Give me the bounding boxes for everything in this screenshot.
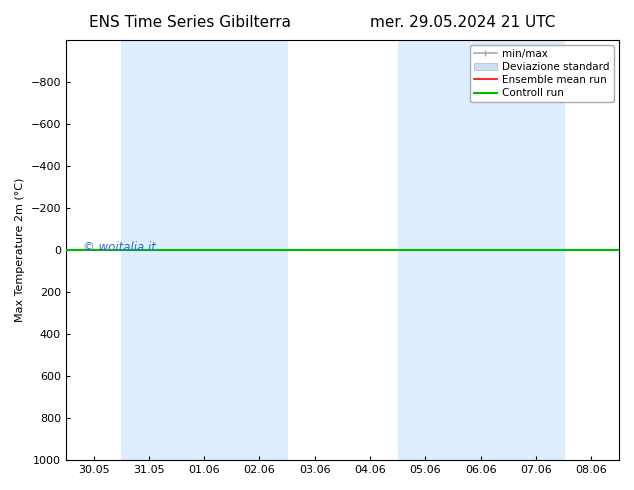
Text: mer. 29.05.2024 21 UTC: mer. 29.05.2024 21 UTC (370, 15, 555, 30)
Bar (398, 40, 564, 460)
Text: ENS Time Series Gibilterra: ENS Time Series Gibilterra (89, 15, 291, 30)
Y-axis label: Max Temperature 2m (°C): Max Temperature 2m (°C) (15, 178, 25, 322)
Bar (121, 40, 287, 460)
Text: © woitalia.it: © woitalia.it (82, 241, 155, 254)
Legend: min/max, Deviazione standard, Ensemble mean run, Controll run: min/max, Deviazione standard, Ensemble m… (470, 45, 614, 102)
